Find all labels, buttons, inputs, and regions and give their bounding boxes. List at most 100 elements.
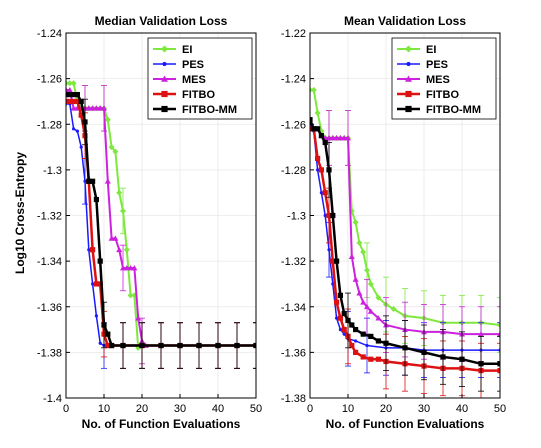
- fitbo-mm-point: [421, 349, 427, 355]
- fitbo-mm-point: [101, 322, 107, 328]
- legend-marker-mes: [161, 75, 168, 82]
- legend-marker-fitbo: [405, 90, 412, 98]
- chart-title: Mean Validation Loss: [344, 14, 466, 28]
- ei-point: [367, 280, 374, 287]
- ei-point: [390, 306, 397, 313]
- fitbo-mm-point: [330, 212, 336, 219]
- mes-point: [360, 299, 367, 305]
- y-tick-label: -1.36: [281, 347, 306, 359]
- ei-point: [127, 292, 134, 299]
- fitbo-point: [67, 98, 73, 105]
- y-tick-label: -1.34: [37, 256, 62, 268]
- fitbo-point: [97, 281, 103, 287]
- mean-validation-loss-chart: 0 10 20 30 40 50 -1.38 -1.36 -1.34 -1.32 -1.3 -1.28…: [281, 14, 506, 431]
- fitbo-mm-point: [318, 133, 324, 139]
- pes-point: [94, 314, 98, 318]
- chart-title: Median Validation Loss: [95, 14, 228, 28]
- fitbo-mm-point: [368, 333, 374, 340]
- y-tick-label: -1.26: [37, 74, 62, 86]
- fitbo-point: [78, 112, 84, 118]
- x-tick-label: 40: [456, 403, 468, 415]
- x-tick-label: 40: [212, 403, 224, 415]
- legend-marker-fitbo-mm: [161, 105, 168, 113]
- fitbo-point: [337, 315, 343, 321]
- fitbo-point: [334, 299, 340, 305]
- fitbo-point: [318, 167, 324, 173]
- mes-point: [345, 134, 351, 141]
- y-tick-label: -1.26: [281, 119, 306, 131]
- pes-point: [91, 282, 95, 286]
- fitbo-mm-point: [120, 342, 126, 349]
- mes-point: [478, 331, 484, 337]
- series-group: [310, 87, 500, 398]
- mes-point: [112, 235, 119, 241]
- legend-label-fitbo-mm: FITBO-MM: [182, 104, 237, 116]
- fitbo-point: [315, 155, 321, 162]
- fitbo-mm-point: [74, 91, 80, 98]
- legend: EI PES MES FITBO FITBO-MM: [391, 37, 497, 120]
- ei-point: [112, 148, 119, 155]
- x-tick-label: 30: [174, 403, 186, 415]
- mes-point: [337, 134, 344, 141]
- mes-point: [348, 253, 355, 259]
- fitbo-point: [90, 247, 96, 253]
- mes-point: [66, 87, 73, 93]
- fitbo-point: [360, 354, 366, 360]
- mes-point: [104, 178, 111, 184]
- ei-point: [108, 144, 115, 151]
- fitbo-mm-point: [326, 167, 332, 173]
- pes-point: [338, 327, 342, 332]
- y-tick-label: -1.24: [281, 74, 306, 86]
- fitbo-mm-point: [97, 258, 103, 264]
- legend-marker-ei: [161, 45, 168, 53]
- y-tick-label: -1.38: [37, 347, 62, 359]
- x-axis-label: No. of Function Evaluations: [82, 417, 241, 431]
- mes-point: [131, 264, 138, 271]
- fitbo-mm-point: [139, 342, 145, 349]
- fitbo-mm-point: [82, 119, 88, 125]
- fitbo-mm-point: [93, 196, 99, 203]
- ei-point: [364, 267, 370, 274]
- pes-point: [316, 168, 320, 172]
- fitbo-mm-point: [375, 338, 381, 344]
- y-tick-label: -1.32: [37, 211, 62, 223]
- mes-point: [352, 276, 359, 282]
- legend-marker-pes: [406, 61, 411, 67]
- legend-label-mes: MES: [426, 74, 450, 86]
- ei-point: [360, 249, 367, 255]
- mes-point: [120, 264, 126, 271]
- fitbo-mm-point: [353, 326, 359, 333]
- pes-point: [75, 129, 79, 133]
- fitbo-mm-point: [71, 91, 77, 98]
- legend-marker-fitbo: [161, 90, 168, 98]
- fitbo-mm-point: [86, 178, 92, 184]
- ei-point: [310, 87, 317, 94]
- legend: EI PES MES FITBO FITBO-MM: [147, 37, 253, 120]
- mes-point: [101, 105, 107, 111]
- fitbo-point: [71, 98, 77, 105]
- mes-point: [70, 105, 77, 111]
- pes-point: [319, 191, 323, 195]
- fitbo-mm-point: [215, 342, 221, 349]
- fitbo-mm-point: [253, 342, 256, 349]
- fitbo-point: [349, 342, 355, 349]
- fitbo-mm-point: [67, 91, 73, 98]
- legend-label-pes: PES: [182, 59, 204, 71]
- fitbo-mm-point: [383, 340, 389, 346]
- x-tick-label: 20: [380, 403, 392, 415]
- x-tick-label: 30: [418, 403, 430, 415]
- ei-point: [66, 80, 73, 87]
- ei-point: [123, 246, 130, 253]
- x-tick-label: 0: [63, 403, 69, 415]
- mes-point: [356, 290, 363, 296]
- mes-point: [364, 303, 370, 310]
- y-tick-label: -1.3: [287, 211, 306, 223]
- pes-point: [323, 213, 327, 218]
- fitbo-point: [74, 98, 80, 105]
- fitbo-mm-point: [345, 317, 351, 324]
- x-axis-label: No. of Function Evaluations: [326, 417, 485, 431]
- ei-point: [352, 219, 359, 226]
- pes-point: [87, 248, 91, 252]
- fitbo-mm-point: [334, 258, 340, 264]
- y-axis-label: Log10 Cross-Entropy: [13, 152, 27, 274]
